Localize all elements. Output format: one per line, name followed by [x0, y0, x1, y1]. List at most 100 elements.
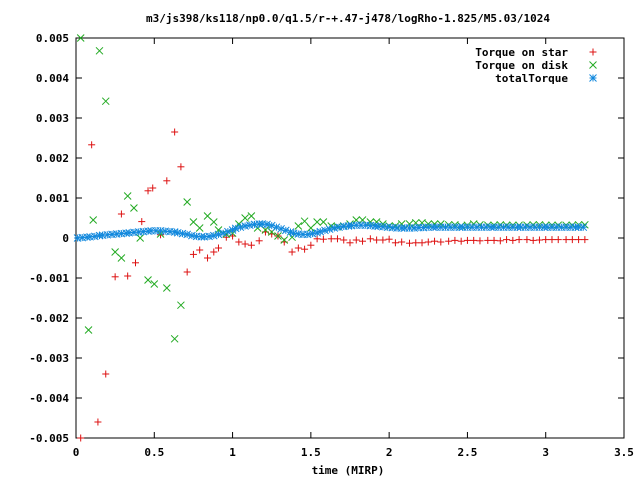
star-torque-point	[424, 238, 432, 246]
x-tick-label: 2	[386, 446, 393, 459]
disk-torque-point	[144, 276, 152, 284]
disk-torque-point	[319, 218, 328, 226]
series-layer	[73, 34, 589, 442]
star-torque-point	[484, 236, 492, 244]
star-torque-point	[144, 187, 152, 195]
star-torque-point	[515, 236, 523, 244]
star-torque-point	[171, 128, 179, 136]
star-torque-point	[333, 235, 341, 243]
star-torque-point	[94, 418, 102, 426]
total-torque-point	[236, 223, 245, 232]
star-torque-point	[255, 237, 263, 245]
star-torque-point	[457, 237, 465, 245]
disk-torque-point	[130, 204, 138, 212]
star-torque-point	[398, 238, 406, 246]
star-torque-point	[319, 235, 327, 243]
star-torque-point	[163, 177, 171, 185]
disk-torque-point	[358, 216, 367, 224]
disk-torque-point	[288, 233, 296, 242]
star-torque-point	[523, 236, 531, 244]
disk-torque-point	[274, 232, 282, 240]
disk-torque-point	[123, 192, 132, 200]
disk-torque-point	[209, 218, 218, 226]
x-tick-label: 2.5	[457, 446, 477, 459]
star-torque-point	[189, 250, 197, 258]
legend-marker	[589, 61, 597, 69]
star-torque-point	[575, 236, 583, 244]
star-torque-point	[391, 239, 399, 247]
disk-torque-point	[170, 334, 179, 343]
disk-torque-point	[247, 212, 256, 220]
y-tick-label: 0.003	[36, 112, 69, 125]
total-torque-point	[209, 231, 218, 240]
star-torque-point	[535, 236, 543, 244]
star-torque-point	[210, 248, 218, 256]
y-tick-labels: -0.005 -0.004 -0.003 -0.002 -0.001 0 0.001 0.00…	[29, 32, 69, 445]
total-torque-point	[178, 229, 187, 238]
star-torque-point	[463, 236, 471, 244]
plot-frame	[75, 37, 625, 439]
total-torque-point	[303, 230, 312, 239]
total-torque-point	[173, 228, 182, 237]
star-torque-point	[294, 244, 302, 252]
legend-marker	[589, 48, 597, 56]
star-torque-point	[222, 233, 230, 241]
y-tick-label: 0.005	[36, 32, 69, 45]
star-torque-point	[124, 272, 132, 280]
star-torque-point	[247, 241, 255, 249]
total-torque-point	[321, 226, 329, 235]
star-torque-point	[327, 235, 335, 243]
total-torque-point	[219, 229, 228, 238]
legend-label: Torque on star	[475, 46, 568, 59]
star-torque-point	[581, 236, 589, 244]
disk-torque-point	[195, 224, 204, 232]
disk-torque-point	[203, 212, 212, 220]
star-torque-point	[379, 236, 387, 244]
disk-torque-point	[117, 254, 126, 262]
total-torque-point	[90, 232, 99, 241]
total-torque-point	[214, 230, 223, 239]
star-torque-point	[111, 273, 119, 281]
disk-torque-point	[300, 217, 309, 226]
star-torque-point	[490, 236, 498, 244]
disk-torque-point	[241, 214, 249, 222]
disk-torque-point	[84, 326, 93, 334]
disk-torque-point	[418, 218, 426, 227]
star-torque-point	[288, 248, 296, 256]
star-torque-point	[568, 236, 576, 244]
y-tick-label: -0.003	[29, 352, 69, 365]
star-torque-point	[451, 236, 459, 244]
x-tick-label: 1.5	[301, 446, 321, 459]
star-torque-point	[470, 236, 478, 244]
star-torque-point	[138, 218, 146, 226]
disk-torque-point	[136, 234, 145, 242]
star-torque-point	[340, 236, 348, 244]
total-torque-point	[400, 224, 409, 232]
star-torque-point	[352, 236, 360, 244]
disk-torque-point	[280, 236, 289, 244]
star-torque-point	[102, 370, 110, 378]
star-torque-point	[307, 241, 315, 249]
star-torque-point	[385, 235, 393, 243]
total-torque-point	[277, 224, 285, 233]
x-tick-label: 3.5	[614, 446, 634, 459]
disk-torque-point	[95, 46, 104, 55]
total-torque-point	[579, 223, 588, 232]
star-torque-point	[117, 210, 125, 218]
disk-torque-point	[89, 216, 98, 224]
star-torque-point	[131, 259, 139, 267]
y-tick-label: -0.004	[29, 392, 69, 405]
chart-title: m3/js398/ks118/np0.0/q1.5/r-+.47-j478/lo…	[146, 12, 550, 25]
star-torque-point	[373, 236, 381, 244]
star-torque-point	[496, 237, 504, 245]
total-torque-point	[308, 229, 317, 238]
disk-torque-point	[294, 222, 303, 230]
total-torque-point	[263, 220, 271, 229]
legend-marker	[589, 74, 597, 82]
disk-torque-point	[162, 284, 171, 292]
total-torque-point	[325, 225, 334, 234]
y-tick-label: 0.001	[36, 192, 69, 205]
star-torque-point	[509, 236, 517, 244]
star-torque-point	[241, 240, 249, 248]
